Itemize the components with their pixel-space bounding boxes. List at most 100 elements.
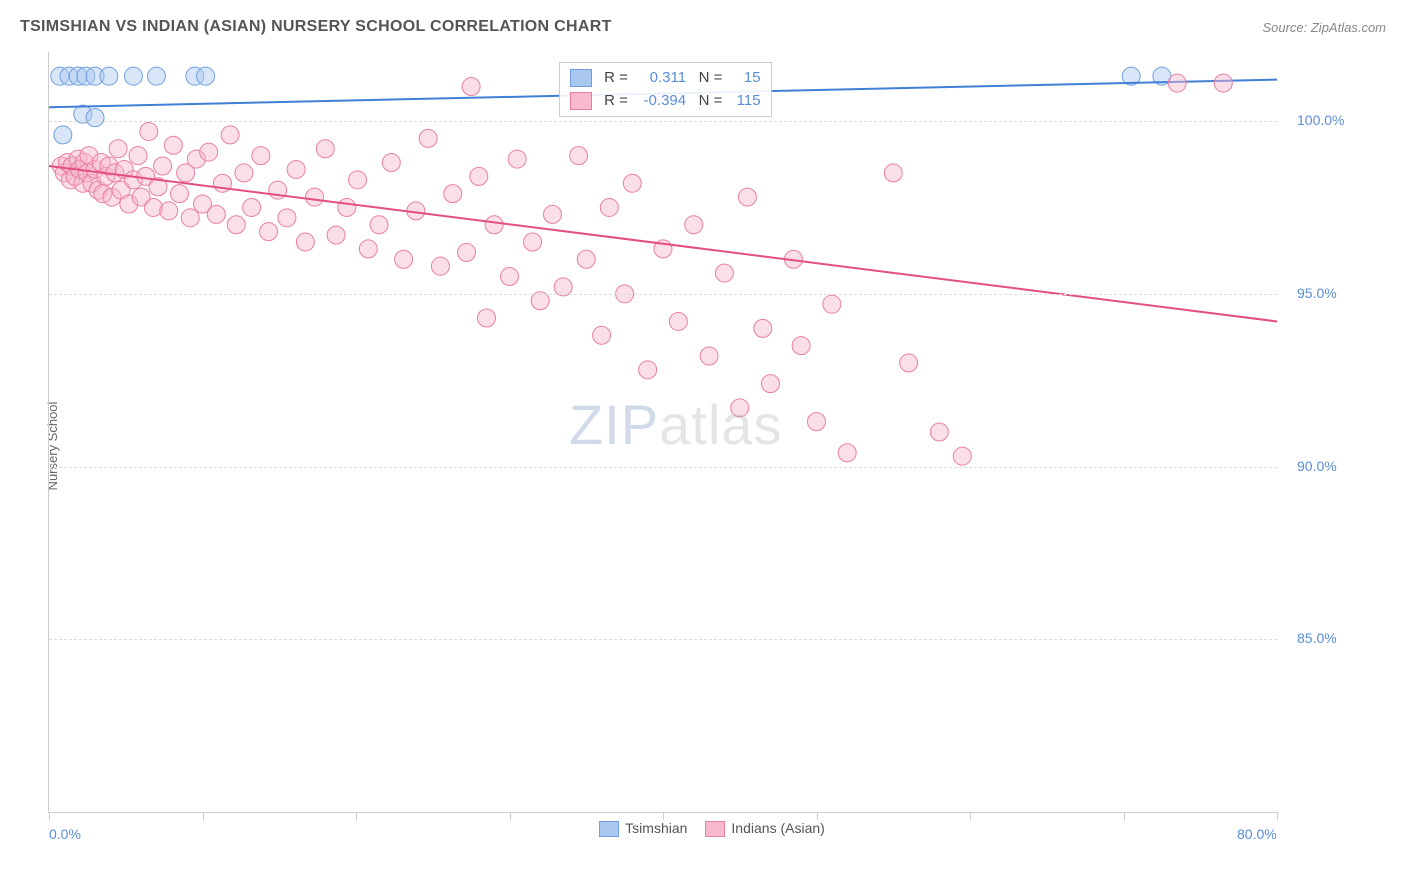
- x-tick-mark: [970, 812, 971, 820]
- scatter-point: [884, 164, 902, 182]
- legend-swatch: [570, 92, 592, 110]
- n-value: 15: [727, 67, 761, 90]
- scatter-point: [349, 171, 367, 189]
- scatter-point: [129, 147, 147, 165]
- chart-header: TSIMSHIAN VS INDIAN (ASIAN) NURSERY SCHO…: [20, 18, 1386, 36]
- scatter-point: [419, 129, 437, 147]
- r-value: -0.394: [632, 90, 686, 113]
- scatter-point: [109, 140, 127, 158]
- gridline: [49, 639, 1277, 640]
- x-tick-mark: [510, 812, 511, 820]
- y-tick-label: 100.0%: [1297, 112, 1344, 128]
- scatter-point: [715, 264, 733, 282]
- y-tick-label: 95.0%: [1297, 285, 1337, 301]
- scatter-point: [953, 447, 971, 465]
- scatter-point: [792, 337, 810, 355]
- scatter-point: [458, 243, 476, 261]
- scatter-point: [524, 233, 542, 251]
- scatter-point: [1168, 74, 1186, 92]
- x-tick-mark: [356, 812, 357, 820]
- gridline: [49, 121, 1277, 122]
- scatter-point: [593, 326, 611, 344]
- scatter-point: [623, 174, 641, 192]
- n-value: 115: [727, 90, 761, 113]
- scatter-point: [260, 223, 278, 241]
- scatter-point: [100, 67, 118, 85]
- scatter-point: [543, 205, 561, 223]
- scatter-point: [639, 361, 657, 379]
- scatter-point: [731, 399, 749, 417]
- y-tick-label: 90.0%: [1297, 458, 1337, 474]
- scatter-point: [54, 126, 72, 144]
- scatter-point: [808, 413, 826, 431]
- scatter-point: [140, 122, 158, 140]
- scatter-point: [147, 67, 165, 85]
- scatter-point: [900, 354, 918, 372]
- legend-label: Tsimshian: [625, 820, 687, 836]
- scatter-point: [501, 268, 519, 286]
- scatter-point: [316, 140, 334, 158]
- source-label: Source: ZipAtlas.com: [1262, 20, 1386, 35]
- scatter-point: [154, 157, 172, 175]
- scatter-point: [930, 423, 948, 441]
- scatter-point: [227, 216, 245, 234]
- series-legend: Tsimshian Indians (Asian): [0, 820, 1406, 837]
- plot-area: ZIPatlas R = 0.311 N = 15 R = -0.394 N =…: [48, 52, 1277, 813]
- scatter-point: [197, 67, 215, 85]
- x-tick-mark: [203, 812, 204, 820]
- scatter-point: [86, 109, 104, 127]
- scatter-point: [170, 185, 188, 203]
- scatter-point: [738, 188, 756, 206]
- scatter-point: [1214, 74, 1232, 92]
- scatter-point: [164, 136, 182, 154]
- scatter-point: [761, 375, 779, 393]
- legend-row: R = -0.394 N = 115: [570, 90, 761, 113]
- scatter-point: [669, 312, 687, 330]
- scatter-point: [470, 167, 488, 185]
- scatter-point: [306, 188, 324, 206]
- legend-label: Indians (Asian): [731, 820, 824, 836]
- scatter-point: [252, 147, 270, 165]
- scatter-point: [181, 209, 199, 227]
- scatter-point: [296, 233, 314, 251]
- x-tick-mark: [49, 812, 50, 820]
- plot-svg: [49, 52, 1277, 812]
- correlation-legend: R = 0.311 N = 15 R = -0.394 N = 115: [559, 62, 772, 117]
- scatter-point: [370, 216, 388, 234]
- scatter-point: [508, 150, 526, 168]
- scatter-point: [207, 205, 225, 223]
- scatter-point: [570, 147, 588, 165]
- scatter-point: [327, 226, 345, 244]
- scatter-point: [243, 198, 261, 216]
- scatter-point: [221, 126, 239, 144]
- x-tick-mark: [663, 812, 664, 820]
- scatter-point: [685, 216, 703, 234]
- scatter-point: [577, 250, 595, 268]
- scatter-point: [160, 202, 178, 220]
- scatter-point: [278, 209, 296, 227]
- chart-title: TSIMSHIAN VS INDIAN (ASIAN) NURSERY SCHO…: [20, 18, 612, 36]
- scatter-point: [477, 309, 495, 327]
- scatter-point: [600, 198, 618, 216]
- x-tick-mark: [1277, 812, 1278, 820]
- scatter-point: [359, 240, 377, 258]
- gridline: [49, 467, 1277, 468]
- scatter-point: [444, 185, 462, 203]
- trend-line: [49, 166, 1277, 321]
- scatter-point: [235, 164, 253, 182]
- scatter-point: [338, 198, 356, 216]
- y-tick-label: 85.0%: [1297, 630, 1337, 646]
- scatter-point: [462, 78, 480, 96]
- scatter-point: [431, 257, 449, 275]
- scatter-point: [700, 347, 718, 365]
- scatter-point: [124, 67, 142, 85]
- scatter-point: [287, 160, 305, 178]
- legend-swatch: [705, 821, 725, 837]
- scatter-point: [823, 295, 841, 313]
- legend-swatch: [570, 69, 592, 87]
- legend-row: R = 0.311 N = 15: [570, 67, 761, 90]
- scatter-point: [200, 143, 218, 161]
- gridline: [49, 294, 1277, 295]
- scatter-point: [485, 216, 503, 234]
- scatter-point: [754, 319, 772, 337]
